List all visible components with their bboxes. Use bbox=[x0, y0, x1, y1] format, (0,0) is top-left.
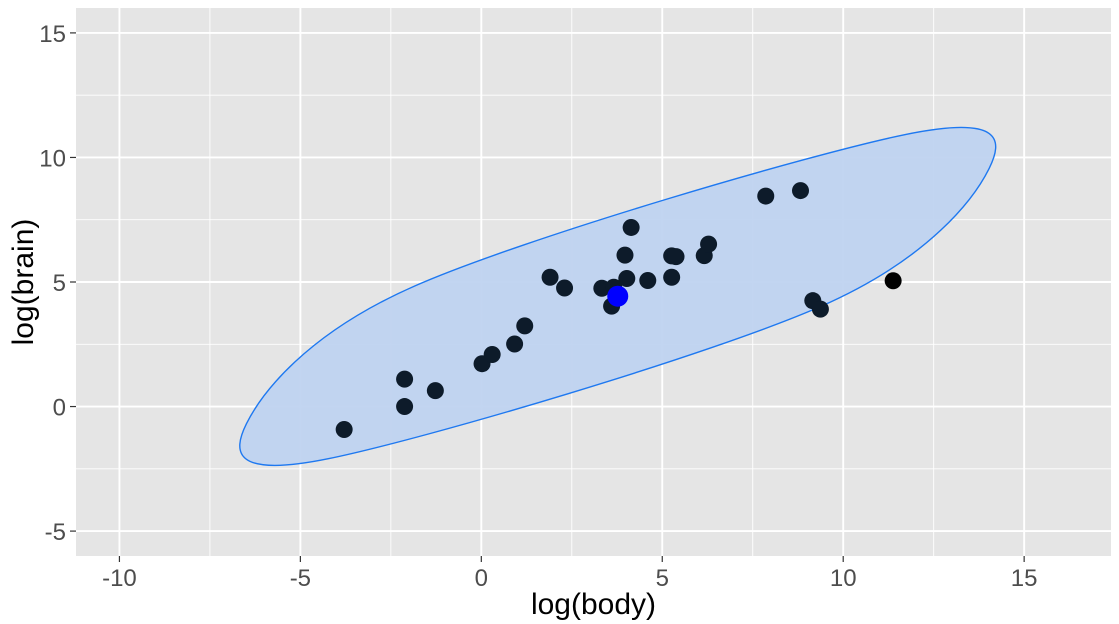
data-point bbox=[618, 270, 636, 288]
data-point bbox=[616, 246, 634, 264]
y-axis: -5 0 5 10 15 bbox=[39, 21, 76, 546]
data-point bbox=[663, 268, 681, 286]
data-point bbox=[622, 218, 640, 236]
data-point bbox=[757, 187, 775, 205]
data-point bbox=[541, 268, 559, 286]
data-point bbox=[506, 335, 524, 353]
x-axis: -10 -5 0 5 10 15 bbox=[102, 556, 1037, 592]
outlier-point bbox=[884, 272, 902, 290]
data-point bbox=[426, 382, 444, 400]
x-tick-label: -10 bbox=[102, 565, 137, 592]
data-point bbox=[516, 317, 534, 335]
x-tick-label: -5 bbox=[290, 565, 311, 592]
y-tick-label: 0 bbox=[53, 395, 66, 422]
data-point bbox=[811, 300, 829, 318]
x-axis-title: log(body) bbox=[531, 588, 656, 621]
data-point bbox=[700, 235, 718, 253]
points-layer bbox=[335, 182, 902, 438]
data-point bbox=[792, 182, 809, 200]
y-tick-label: 15 bbox=[39, 21, 66, 48]
y-tick-label: 10 bbox=[39, 145, 66, 172]
x-tick-label: 15 bbox=[1011, 565, 1038, 592]
data-point bbox=[396, 398, 414, 416]
data-point bbox=[639, 272, 657, 290]
x-tick-label: 0 bbox=[475, 565, 488, 592]
center-point bbox=[607, 285, 629, 307]
x-tick-label: 5 bbox=[656, 565, 669, 592]
data-point bbox=[556, 279, 574, 297]
y-tick-label: 5 bbox=[53, 270, 66, 297]
data-point bbox=[335, 420, 353, 438]
data-point bbox=[483, 345, 501, 363]
data-point bbox=[667, 248, 685, 266]
y-tick-label: -5 bbox=[45, 519, 66, 546]
y-axis-title: log(brain) bbox=[7, 219, 40, 346]
data-point bbox=[396, 370, 414, 388]
x-tick-label: 10 bbox=[830, 565, 857, 592]
